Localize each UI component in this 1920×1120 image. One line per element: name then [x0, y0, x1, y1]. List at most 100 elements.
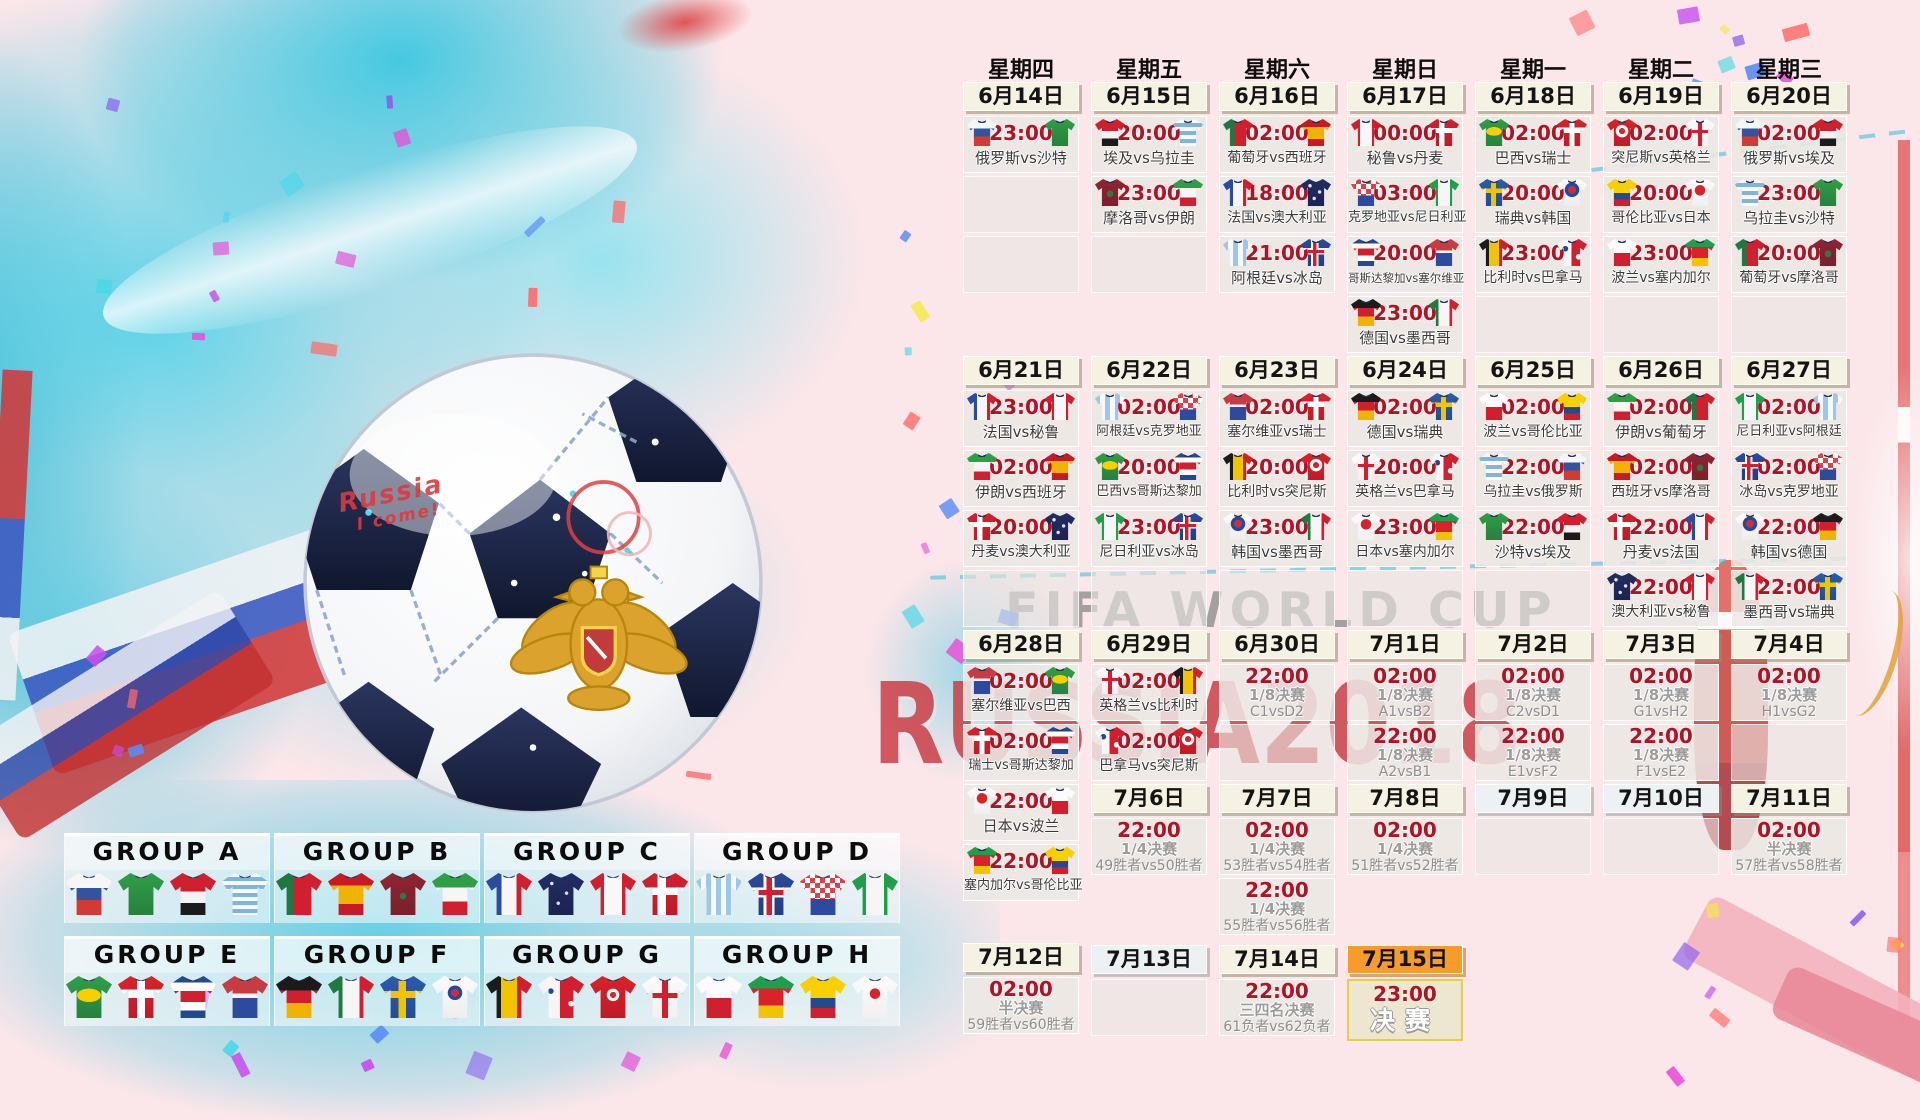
match-teams: 伊朗vs葡萄牙 — [1615, 423, 1707, 441]
date-header: 6月22日 — [1091, 356, 1207, 385]
match-teams: 波兰vs哥伦比亚 — [1483, 424, 1583, 440]
match-cell: 22:00 丹麦vs法国 — [1603, 510, 1719, 567]
calendar: 星期四 6月14日 23:00 俄罗斯vs沙特 6月21日 23:00 法国vs秘鲁 02:0… — [963, 52, 1847, 1044]
spacer-cell — [963, 296, 1079, 353]
knockout-cell: 02:00 半决赛 57胜者vs58胜者 — [1731, 818, 1847, 875]
day-of-week-label: 星期一 — [1499, 58, 1566, 83]
spacer — [1219, 938, 1335, 945]
date-header: 7月13日 — [1091, 945, 1207, 974]
knockout-stage: 1/8决赛 — [1504, 746, 1562, 764]
match-teams: 丹麦vs法国 — [1622, 543, 1700, 561]
empty-cell — [1475, 296, 1591, 353]
match-cell: 23:00 波兰vs塞内加尔 — [1603, 236, 1719, 293]
match-teams: 墨西哥vs瑞典 — [1743, 603, 1835, 621]
match-teams: 俄罗斯vs沙特 — [975, 149, 1067, 167]
group-kits — [275, 973, 479, 1018]
date-header: 6月19日 — [1603, 82, 1719, 111]
match-time: 21:00 — [1245, 241, 1309, 265]
knockout-cell: 22:00 1/4决赛 55胜者vs56胜者 — [1219, 878, 1335, 935]
match-time: 02:00 — [1757, 818, 1821, 842]
knockout-stage: 1/4决赛 — [1248, 900, 1306, 918]
match-teams: 巴西vs哥斯达黎加 — [1096, 484, 1202, 499]
empty-cell — [963, 176, 1079, 233]
match-time: 02:00 — [1117, 395, 1181, 419]
knockout-stage: 1/8决赛 — [1504, 686, 1562, 704]
knockout-cell: 22:00 1/4决赛 49胜者vs50胜者 — [1091, 818, 1207, 875]
knockout-cell: 02:00 1/4决赛 51胜者vs52胜者 — [1347, 818, 1463, 875]
empty-cell — [1347, 570, 1463, 627]
match-cell: 23:00 德国vs墨西哥 — [1347, 296, 1463, 353]
match-cell: 02:00 葡萄牙vs西班牙 — [1219, 116, 1335, 173]
knockout-cell: 02:00 半决赛 59胜者vs60胜者 — [963, 977, 1079, 1034]
knockout-teams: H1vsG2 — [1761, 704, 1817, 720]
day-of-week-label: 星期二 — [1627, 58, 1694, 83]
match-time: 02:00 — [1501, 664, 1565, 688]
match-cell: 23:00 俄罗斯vs沙特 — [963, 116, 1079, 173]
knockout-cell: 02:00 1/8决赛 C2vsD1 — [1475, 664, 1591, 721]
match-teams: 伊朗vs西班牙 — [975, 483, 1067, 501]
group-box: GROUP B — [274, 833, 480, 923]
match-cell: 20:00 瑞典vs韩国 — [1475, 176, 1591, 233]
empty-cell — [1475, 818, 1591, 875]
match-time: 20:00 — [1245, 455, 1309, 479]
empty-cell — [1731, 724, 1847, 781]
empty-cell — [1219, 570, 1335, 627]
match-time: 02:00 — [1501, 395, 1565, 419]
date-header: 6月15日 — [1091, 82, 1207, 111]
match-teams: 秘鲁vs丹麦 — [1366, 149, 1444, 167]
match-teams: 韩国vs墨西哥 — [1231, 543, 1323, 561]
group-kits — [485, 870, 689, 915]
knockout-cell: 02:00 1/8决赛 G1vsH2 — [1603, 664, 1719, 721]
group-box: GROUP G — [484, 936, 690, 1026]
group-kits — [65, 870, 269, 915]
empty-cell — [1475, 570, 1591, 627]
match-time: 02:00 — [1373, 395, 1437, 419]
date-header: 6月17日 — [1347, 82, 1463, 111]
match-teams: 塞内加尔vs哥伦比亚 — [964, 878, 1083, 893]
knockout-teams: E1vsF2 — [1507, 764, 1559, 780]
match-time: 22:00 — [1629, 515, 1693, 539]
match-cell: 18:00 法国vs澳大利亚 — [1219, 176, 1335, 233]
knockout-teams: A2vsB1 — [1378, 764, 1432, 780]
group-box: GROUP E — [64, 936, 270, 1026]
date-header: 6月28日 — [963, 630, 1079, 659]
match-time: 23:00 — [1373, 301, 1437, 325]
knockout-teams: 51胜者vs52胜者 — [1351, 858, 1459, 874]
group-label: GROUP H — [695, 939, 899, 973]
match-time: 22:00 — [1245, 878, 1309, 902]
match-teams: 冰岛vs克罗地亚 — [1739, 484, 1839, 500]
match-time: 02:00 — [1757, 395, 1821, 419]
match-cell: 23:00 法国vs秘鲁 — [963, 390, 1079, 447]
match-time: 20:00 — [1373, 455, 1437, 479]
group-kits — [695, 973, 899, 1018]
knockout-stage: 半决赛 — [1766, 840, 1812, 858]
match-time: 23:00 — [1629, 241, 1693, 265]
match-cell: 22:00 澳大利亚vs秘鲁 — [1603, 570, 1719, 627]
date-header: 7月9日 — [1475, 784, 1591, 813]
date-header: 7月4日 — [1731, 630, 1847, 659]
match-cell: 22:00 乌拉圭vs俄罗斯 — [1475, 450, 1591, 507]
knockout-stage: 半决赛 — [998, 999, 1044, 1017]
calendar-column: 星期二 6月19日 02:00 突尼斯vs英格兰 20:00 哥伦比亚vs日本 23:00 波… — [1603, 52, 1719, 878]
match-time: 02:00 — [1373, 664, 1437, 688]
date-header: 7月6日 — [1091, 784, 1207, 813]
match-cell: 20:00 哥伦比亚vs日本 — [1603, 176, 1719, 233]
knockout-cell: 22:00 1/8决赛 A2vsB1 — [1347, 724, 1463, 781]
group-label: GROUP A — [65, 836, 269, 870]
calendar-column: 星期日 6月17日 00:00 秘鲁vs丹麦 03:00 克罗地亚vs尼日利亚 20:00 哥… — [1347, 52, 1466, 1044]
group-box: GROUP H — [694, 936, 900, 1026]
match-time: 23:00 — [1245, 515, 1309, 539]
match-teams: 葡萄牙vs摩洛哥 — [1739, 270, 1839, 286]
calendar-column: 星期一 6月18日 02:00 巴西vs瑞士 20:00 瑞典vs韩国 23:00 比利时vs… — [1475, 52, 1591, 878]
match-time: 23:00 — [1373, 982, 1437, 1006]
match-time: 02:00 — [1117, 669, 1181, 693]
match-time: 00:00 — [1373, 121, 1437, 145]
knockout-cell: 22:00 1/8决赛 F1vsE2 — [1603, 724, 1719, 781]
group-label: GROUP F — [275, 939, 479, 973]
knockout-stage: 1/8决赛 — [1632, 746, 1690, 764]
empty-cell — [1731, 296, 1847, 353]
match-time: 20:00 — [1501, 181, 1565, 205]
group-row: GROUP A GROUP B GROUP C GROUP D — [64, 833, 909, 923]
match-cell: 23:00 韩国vs墨西哥 — [1219, 510, 1335, 567]
match-teams: 西班牙vs摩洛哥 — [1611, 484, 1711, 500]
